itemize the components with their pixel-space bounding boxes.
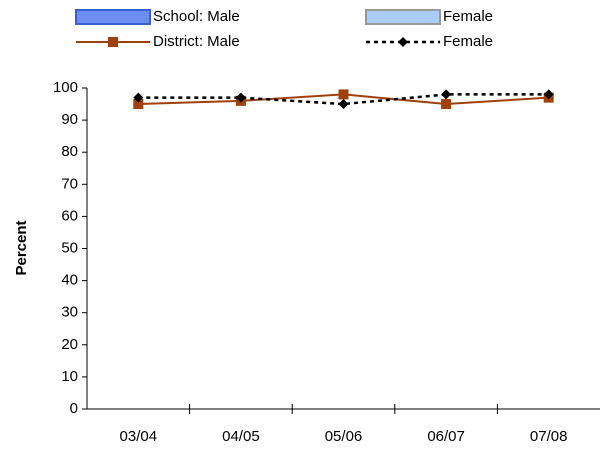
x-tick-label: 04/05 bbox=[222, 428, 260, 445]
y-axis-label: Percent bbox=[13, 220, 30, 275]
marker bbox=[133, 99, 144, 110]
y-tick-label: 40 bbox=[61, 272, 78, 289]
y-tick-label: 0 bbox=[70, 400, 78, 417]
marker bbox=[543, 89, 554, 100]
marker bbox=[398, 37, 408, 47]
x-tick-label: 06/07 bbox=[427, 428, 465, 445]
y-tick-label: 100 bbox=[53, 79, 78, 96]
marker bbox=[108, 37, 118, 47]
x-tick-label: 07/08 bbox=[530, 428, 568, 445]
marker bbox=[441, 99, 452, 110]
y-tick-label: 50 bbox=[61, 239, 78, 256]
y-tick-label: 90 bbox=[61, 111, 78, 128]
legend-swatch bbox=[365, 9, 441, 25]
legend-label: Female bbox=[443, 33, 493, 50]
marker bbox=[133, 92, 144, 103]
y-tick-label: 60 bbox=[61, 207, 78, 224]
x-tick-label: 05/06 bbox=[325, 428, 363, 445]
y-tick-label: 20 bbox=[61, 336, 78, 353]
y-tick-label: 30 bbox=[61, 304, 78, 321]
marker bbox=[338, 89, 349, 100]
marker bbox=[441, 89, 452, 100]
legend-label: Female bbox=[443, 8, 493, 25]
marker bbox=[338, 99, 349, 110]
y-tick-label: 10 bbox=[61, 368, 78, 385]
legend-label: District: Male bbox=[153, 33, 240, 50]
marker bbox=[235, 92, 246, 103]
legend-swatch bbox=[75, 9, 151, 25]
y-tick-label: 80 bbox=[61, 143, 78, 160]
x-tick-label: 03/04 bbox=[120, 428, 158, 445]
legend-label: School: Male bbox=[153, 8, 240, 25]
y-tick-label: 70 bbox=[61, 175, 78, 192]
